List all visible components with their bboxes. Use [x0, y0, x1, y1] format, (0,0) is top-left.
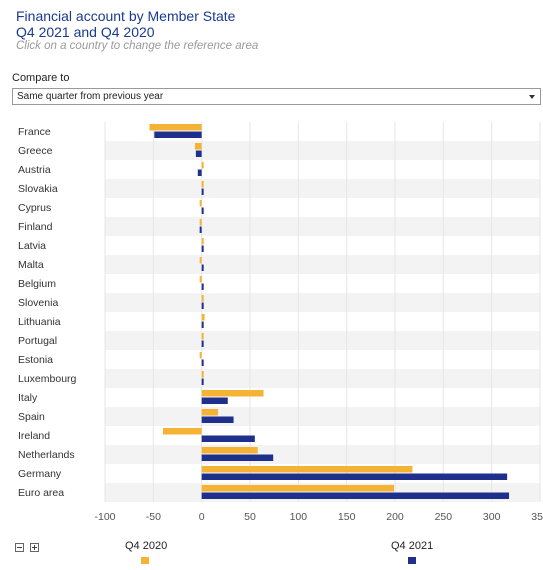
- bar-q4-2021[interactable]: [201, 397, 228, 405]
- row-band: [105, 445, 540, 464]
- row-band: [105, 293, 540, 312]
- bar-chart: France Greece Austria Slovakia Cyprus Finland…: [18, 122, 543, 523]
- x-tick-label: 0: [199, 511, 205, 523]
- bar-q4-2021[interactable]: [201, 416, 234, 424]
- x-tick-label: 200: [386, 511, 404, 523]
- compare-label: Compare to: [12, 72, 70, 84]
- category-label[interactable]: Ireland: [18, 430, 50, 442]
- category-label[interactable]: Slovenia: [18, 297, 58, 309]
- bar-q4-2021[interactable]: [197, 169, 202, 177]
- chart-title: Financial account by Member State Q4 202…: [16, 8, 235, 40]
- bar-q4-2021[interactable]: [201, 264, 204, 272]
- bar-q4-2021[interactable]: [201, 302, 204, 310]
- chevron-down-icon[interactable]: [529, 95, 535, 99]
- bar-q4-2021[interactable]: [201, 340, 204, 348]
- bar-q4-2021[interactable]: [201, 321, 204, 329]
- category-label[interactable]: Portugal: [18, 335, 57, 347]
- row-band: [105, 331, 540, 350]
- x-tick-label: -100: [94, 511, 115, 523]
- bar-q4-2021[interactable]: [201, 359, 204, 367]
- bar-q4-2020[interactable]: [199, 200, 202, 207]
- bar-q4-2020[interactable]: [201, 295, 204, 302]
- bar-q4-2020[interactable]: [201, 238, 204, 245]
- bar-q4-2020[interactable]: [201, 447, 258, 454]
- legend-label-q4-2020[interactable]: Q4 2020: [125, 540, 168, 552]
- bar-q4-2020[interactable]: [201, 485, 395, 492]
- bar-q4-2021[interactable]: [201, 378, 204, 386]
- bar-q4-2021[interactable]: [199, 226, 202, 234]
- category-label[interactable]: Netherlands: [18, 449, 75, 461]
- bar-q4-2021[interactable]: [201, 454, 274, 462]
- category-label[interactable]: Belgium: [18, 278, 56, 290]
- bar-q4-2021[interactable]: [201, 473, 508, 481]
- category-label[interactable]: Malta: [18, 259, 44, 271]
- x-tick-label: 350: [531, 511, 543, 523]
- row-band: [105, 407, 540, 426]
- bar-q4-2020[interactable]: [199, 257, 202, 264]
- x-tick-label: 150: [338, 511, 356, 523]
- category-label[interactable]: Slovakia: [18, 183, 58, 195]
- bar-q4-2020[interactable]: [201, 371, 204, 378]
- compare-dropdown[interactable]: Same quarter from previous year: [12, 88, 541, 105]
- category-label[interactable]: Finland: [18, 221, 53, 233]
- category-label[interactable]: France: [18, 126, 51, 138]
- chart-subtitle: Click on a country to change the referen…: [16, 40, 259, 52]
- title-line-1: Financial account by Member State: [16, 8, 236, 24]
- title-line-2: Q4 2021 and Q4 2020: [16, 24, 155, 40]
- row-band: [105, 179, 540, 198]
- bar-q4-2020[interactable]: [163, 428, 202, 435]
- category-label[interactable]: Luxembourg: [18, 373, 77, 385]
- category-label[interactable]: Cyprus: [18, 202, 51, 214]
- bar-q4-2020[interactable]: [199, 219, 202, 226]
- category-label[interactable]: Euro area: [18, 487, 64, 499]
- bar-q4-2020[interactable]: [201, 162, 204, 169]
- row-band: [105, 255, 540, 274]
- row-band: [105, 369, 540, 388]
- zoom-out-icon[interactable]: [15, 543, 24, 552]
- bar-q4-2020[interactable]: [201, 333, 204, 340]
- x-tick-label: 50: [244, 511, 256, 523]
- bar-q4-2021[interactable]: [201, 283, 204, 291]
- bar-q4-2021[interactable]: [201, 245, 204, 253]
- row-band: [105, 141, 540, 160]
- bar-q4-2021[interactable]: [201, 188, 204, 196]
- bar-q4-2021[interactable]: [154, 131, 202, 139]
- legend-swatch-q4-2021[interactable]: [408, 557, 416, 564]
- category-label[interactable]: Austria: [18, 164, 51, 176]
- row-band: [105, 217, 540, 236]
- compare-dropdown-value: Same quarter from previous year: [17, 91, 164, 102]
- bar-q4-2020[interactable]: [201, 390, 264, 397]
- category-label[interactable]: Estonia: [18, 354, 53, 366]
- bar-q4-2020[interactable]: [201, 181, 204, 188]
- bar-q4-2021[interactable]: [201, 435, 255, 443]
- bar-q4-2020[interactable]: [201, 466, 413, 473]
- bar-q4-2020[interactable]: [201, 314, 205, 321]
- x-tick-label: 100: [290, 511, 308, 523]
- category-label[interactable]: Italy: [18, 392, 38, 404]
- legend-label-q4-2021[interactable]: Q4 2021: [391, 540, 434, 552]
- legend-swatch-q4-2020[interactable]: [141, 557, 149, 564]
- bar-q4-2020[interactable]: [199, 352, 202, 359]
- bar-q4-2020[interactable]: [201, 409, 219, 416]
- x-tick-label: 300: [483, 511, 501, 523]
- category-label[interactable]: Greece: [18, 145, 53, 157]
- bar-q4-2021[interactable]: [201, 207, 204, 215]
- bar-q4-2021[interactable]: [201, 492, 510, 500]
- category-label[interactable]: Lithuania: [18, 316, 61, 328]
- bar-q4-2021[interactable]: [195, 150, 202, 158]
- bar-q4-2020[interactable]: [199, 276, 202, 283]
- zoom-in-icon[interactable]: [30, 543, 39, 552]
- category-label[interactable]: Germany: [18, 468, 62, 480]
- category-label[interactable]: Spain: [18, 411, 45, 423]
- bar-q4-2020[interactable]: [149, 124, 202, 131]
- x-tick-label: -50: [146, 511, 161, 523]
- category-label[interactable]: Latvia: [18, 240, 46, 252]
- bar-q4-2020[interactable]: [194, 143, 202, 150]
- x-tick-label: 250: [435, 511, 453, 523]
